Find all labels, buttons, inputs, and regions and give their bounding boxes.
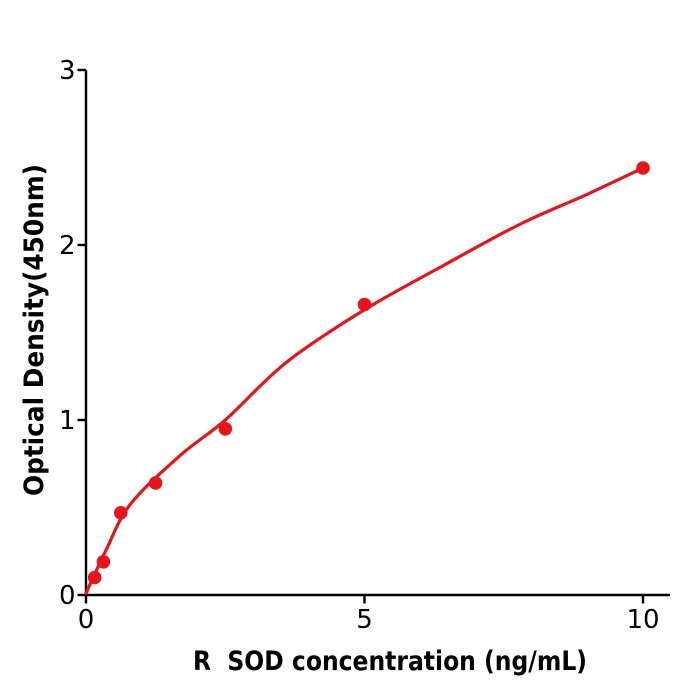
x-axis-label: R SOD concentration (ng/mL) xyxy=(193,646,587,677)
y-tick-label: 0 xyxy=(59,581,76,611)
data-point xyxy=(218,422,233,436)
data-point xyxy=(114,506,128,520)
y-tick-label: 1 xyxy=(59,406,76,436)
data-point xyxy=(636,161,650,175)
data-point xyxy=(87,570,102,585)
data-point xyxy=(148,476,163,490)
y-tick-label: 2 xyxy=(59,231,76,261)
y-tick-label: 3 xyxy=(59,56,76,86)
x-tick-label: 0 xyxy=(78,605,95,635)
fit-curve xyxy=(84,166,645,595)
data-point xyxy=(357,297,372,312)
x-tick-label: 5 xyxy=(356,605,373,635)
plot-series xyxy=(84,161,650,595)
axes: 0 5 10 0 1 2 3 xyxy=(59,56,670,635)
data-point xyxy=(96,555,111,569)
x-tick-label: 10 xyxy=(626,605,659,635)
y-axis-label: Optical Density(450nm) xyxy=(19,164,50,496)
